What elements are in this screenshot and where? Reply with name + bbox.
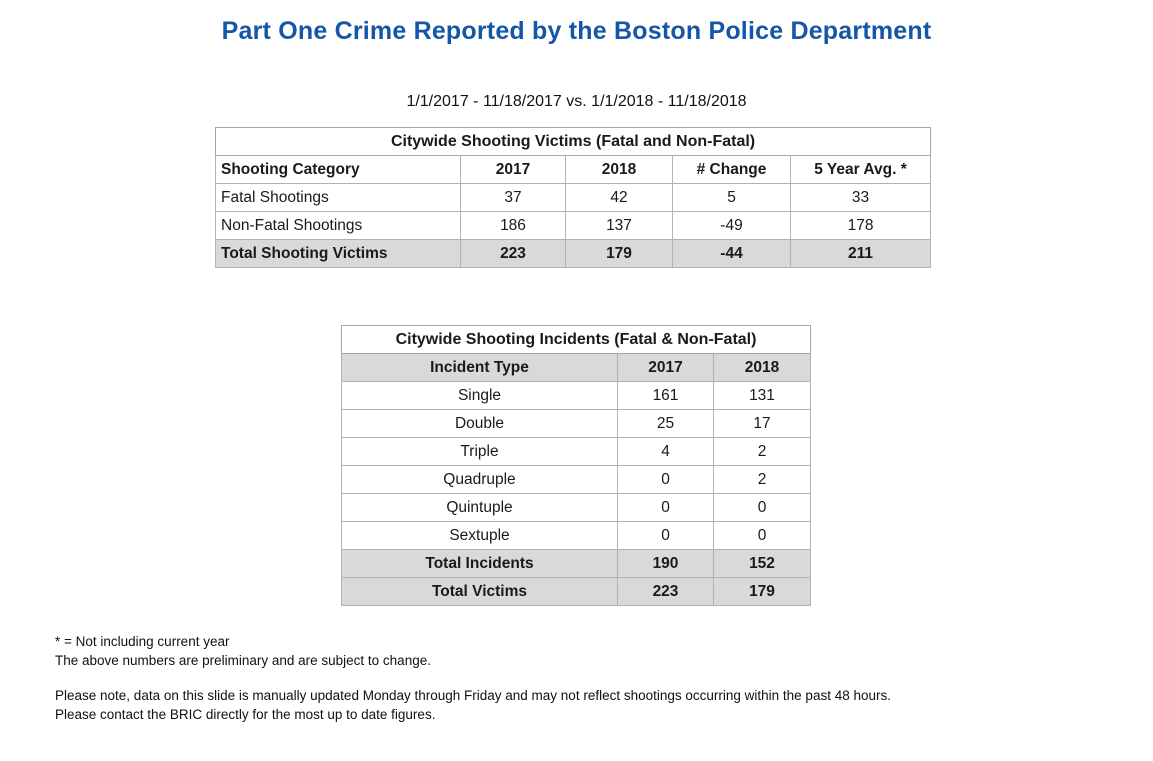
cell-2017: 0 — [617, 465, 714, 494]
table-row-quintuple: Quintuple 0 0 — [341, 493, 812, 522]
cell-2017: 37 — [460, 183, 566, 212]
table-row-quadruple: Quadruple 0 2 — [341, 465, 812, 494]
cell-change: 5 — [672, 183, 791, 212]
table-row-double: Double 25 17 — [341, 409, 812, 438]
row-label: Sextuple — [341, 521, 618, 550]
cell-2018: 0 — [712, 493, 812, 522]
cell-2018: 2 — [712, 465, 812, 494]
cell-2017: 0 — [617, 493, 714, 522]
cell-2018: 152 — [712, 549, 812, 578]
column-header-2017: 2017 — [460, 155, 566, 184]
cell-avg: 211 — [789, 239, 932, 268]
row-label: Single — [341, 381, 618, 410]
table-row-total-victims: Total Victims 223 179 — [341, 577, 812, 606]
cell-2018: 179 — [565, 239, 673, 268]
victims-table-header-row: Shooting Category 2017 2018 # Change 5 Y… — [215, 155, 932, 184]
row-label: Total Incidents — [341, 549, 618, 578]
victims-table-caption: Citywide Shooting Victims (Fatal and Non… — [214, 127, 932, 156]
row-label: Non-Fatal Shootings — [215, 211, 461, 240]
victims-table-caption-row: Citywide Shooting Victims (Fatal and Non… — [214, 127, 932, 156]
cell-2018: 17 — [712, 409, 812, 438]
cell-change: -44 — [672, 239, 791, 268]
row-label: Quintuple — [341, 493, 618, 522]
cell-change: -49 — [672, 211, 791, 240]
row-label: Total Shooting Victims — [215, 239, 461, 268]
footnote-preliminary-note: The above numbers are preliminary and ar… — [55, 652, 431, 668]
column-header-change: # Change — [672, 155, 791, 184]
cell-2018: 42 — [565, 183, 673, 212]
row-label: Triple — [341, 437, 618, 466]
column-header-2017: 2017 — [617, 353, 714, 382]
cell-2018: 131 — [712, 381, 812, 410]
row-label: Double — [341, 409, 618, 438]
cell-2017: 223 — [460, 239, 566, 268]
table-row-total-shooting-victims: Total Shooting Victims 223 179 -44 211 — [215, 239, 932, 268]
cell-avg: 178 — [789, 211, 932, 240]
cell-2018: 2 — [712, 437, 812, 466]
table-row-sextuple: Sextuple 0 0 — [341, 521, 812, 550]
table-row-non-fatal-shootings: Non-Fatal Shootings 186 137 -49 178 — [215, 211, 932, 240]
incidents-table-header-row: Incident Type 2017 2018 — [341, 353, 812, 382]
footnote-contact-note: Please contact the BRIC directly for the… — [55, 706, 436, 722]
table-row-triple: Triple 4 2 — [341, 437, 812, 466]
column-header-incident-type: Incident Type — [341, 353, 618, 382]
cell-2018: 0 — [712, 521, 812, 550]
cell-2018: 179 — [712, 577, 812, 606]
row-label: Fatal Shootings — [215, 183, 461, 212]
victims-table: Citywide Shooting Victims (Fatal and Non… — [214, 127, 932, 268]
column-header-2018: 2018 — [565, 155, 673, 184]
table-row-single: Single 161 131 — [341, 381, 812, 410]
footnote-update-note: Please note, data on this slide is manua… — [55, 688, 891, 703]
cell-avg: 33 — [789, 183, 932, 212]
row-label: Quadruple — [341, 465, 618, 494]
incidents-table-caption: Citywide Shooting Incidents (Fatal & Non… — [340, 325, 812, 354]
footnote-asterisk-note: * = Not including current year — [55, 634, 230, 649]
column-header-shooting-category: Shooting Category — [215, 155, 461, 184]
cell-2017: 161 — [617, 381, 714, 410]
cell-2017: 190 — [617, 549, 714, 578]
incidents-table: Citywide Shooting Incidents (Fatal & Non… — [340, 325, 812, 606]
footnote-block-preliminary: * = Not including current year The above… — [55, 633, 891, 670]
cell-2018: 137 — [565, 211, 673, 240]
cell-2017: 4 — [617, 437, 714, 466]
row-label: Total Victims — [341, 577, 618, 606]
column-header-5-year-avg: 5 Year Avg. * — [789, 155, 932, 184]
incidents-table-caption-row: Citywide Shooting Incidents (Fatal & Non… — [340, 325, 812, 354]
table-row-fatal-shootings: Fatal Shootings 37 42 5 33 — [215, 183, 932, 212]
footnote-block-update-schedule: Please note, data on this slide is manua… — [55, 687, 891, 724]
footnotes: * = Not including current year The above… — [55, 633, 891, 724]
column-header-2018: 2018 — [712, 353, 812, 382]
cell-2017: 25 — [617, 409, 714, 438]
date-range-subtitle: 1/1/2017 - 11/18/2017 vs. 1/1/2018 - 11/… — [406, 93, 747, 110]
cell-2017: 186 — [460, 211, 566, 240]
cell-2017: 223 — [617, 577, 714, 606]
cell-2017: 0 — [617, 521, 714, 550]
table-row-total-incidents: Total Incidents 190 152 — [341, 549, 812, 578]
page-title: Part One Crime Reported by the Boston Po… — [221, 17, 932, 45]
